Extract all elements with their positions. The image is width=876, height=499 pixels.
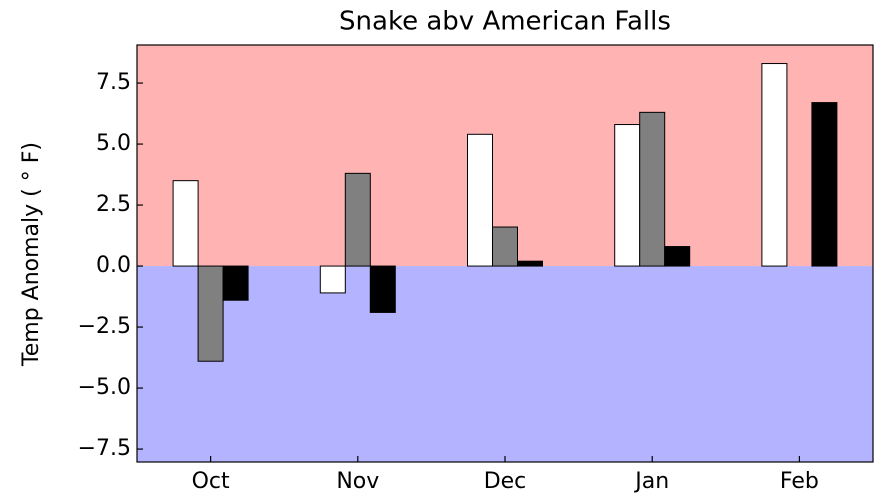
x-tick-label: Jan <box>633 469 669 494</box>
x-tick-label: Dec <box>484 469 527 494</box>
negative-background <box>137 266 873 462</box>
y-tick-label: −5.0 <box>78 375 131 400</box>
bar <box>197 265 224 362</box>
bar <box>811 102 838 267</box>
bar <box>467 133 493 267</box>
y-tick-label: 5.0 <box>96 131 131 156</box>
y-axis-label: Temp Anomaly ( ° F) <box>19 142 44 367</box>
y-tick-label: 7.5 <box>96 70 131 95</box>
y-tick-label: 2.5 <box>96 192 131 217</box>
bar <box>369 265 396 313</box>
x-tick-label: Feb <box>780 469 819 494</box>
bar <box>639 111 666 267</box>
bar <box>761 63 788 267</box>
y-tick-label: 0.0 <box>96 253 131 278</box>
x-tick-label: Oct <box>192 469 230 494</box>
bar <box>222 265 249 301</box>
bar <box>614 124 641 267</box>
y-tick-label: −2.5 <box>78 314 131 339</box>
bar <box>172 180 199 267</box>
bar <box>664 246 691 267</box>
plot-frame <box>136 44 874 463</box>
bar <box>319 265 346 294</box>
y-tick-label: −7.5 <box>78 436 131 461</box>
x-tick-label: Nov <box>336 469 379 494</box>
bar <box>344 172 371 267</box>
bar <box>517 260 543 267</box>
bar <box>492 226 518 267</box>
chart-title: Snake abv American Falls <box>339 7 671 37</box>
